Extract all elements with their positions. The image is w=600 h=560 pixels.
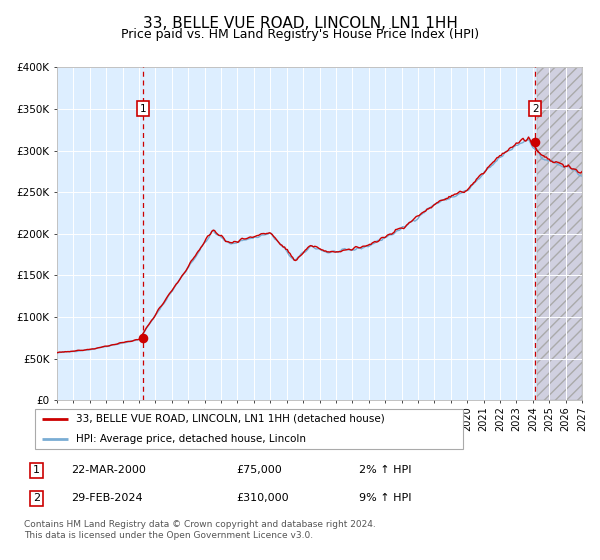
Text: 1: 1 — [139, 104, 146, 114]
Text: £310,000: £310,000 — [236, 493, 289, 503]
Point — [138, 333, 148, 342]
Text: £75,000: £75,000 — [236, 465, 282, 475]
Text: 33, BELLE VUE ROAD, LINCOLN, LN1 1HH (detached house): 33, BELLE VUE ROAD, LINCOLN, LN1 1HH (de… — [76, 414, 385, 424]
Text: 2: 2 — [532, 104, 539, 114]
Text: Price paid vs. HM Land Registry's House Price Index (HPI): Price paid vs. HM Land Registry's House … — [121, 28, 479, 41]
Text: Contains HM Land Registry data © Crown copyright and database right 2024.
This d: Contains HM Land Registry data © Crown c… — [24, 520, 376, 540]
Text: 29-FEB-2024: 29-FEB-2024 — [71, 493, 143, 503]
Text: 33, BELLE VUE ROAD, LINCOLN, LN1 1HH: 33, BELLE VUE ROAD, LINCOLN, LN1 1HH — [143, 16, 457, 31]
FancyBboxPatch shape — [35, 409, 463, 449]
Bar — [537, 67, 582, 400]
Text: 9% ↑ HPI: 9% ↑ HPI — [359, 493, 412, 503]
Text: 2% ↑ HPI: 2% ↑ HPI — [359, 465, 412, 475]
Text: HPI: Average price, detached house, Lincoln: HPI: Average price, detached house, Linc… — [76, 434, 306, 444]
Text: 22-MAR-2000: 22-MAR-2000 — [71, 465, 146, 475]
Bar — [537, 67, 582, 400]
Text: 1: 1 — [33, 465, 40, 475]
Point — [530, 138, 540, 147]
Text: 2: 2 — [33, 493, 40, 503]
